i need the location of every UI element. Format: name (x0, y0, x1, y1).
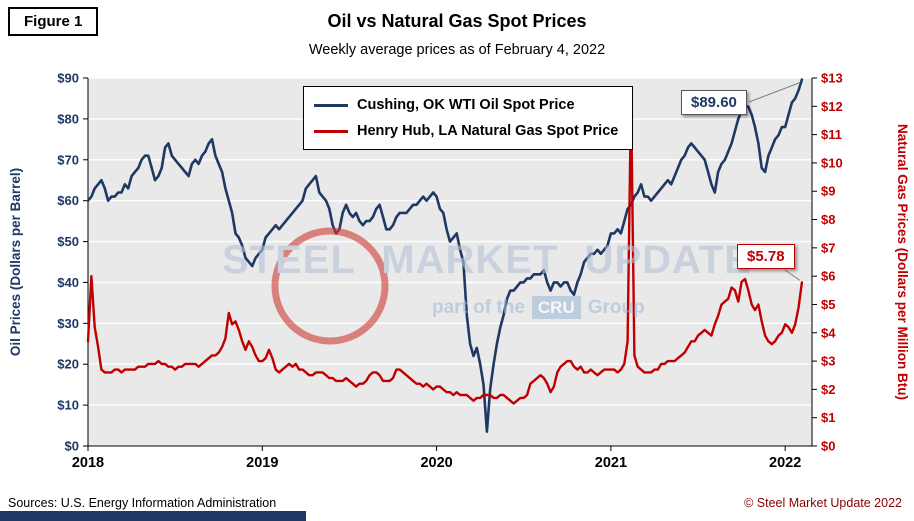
y-left-tick-label: $70 (57, 152, 79, 167)
y-left-tick-label: $40 (57, 275, 79, 290)
y-right-tick-label: $11 (821, 127, 842, 142)
y-right-tick-label: $8 (821, 212, 835, 227)
gas-callout-leader (784, 269, 801, 281)
footer-copyright: © Steel Market Update 2022 (744, 496, 902, 510)
y-right-axis-title: Natural Gas Prices (Dollars per Million … (895, 124, 910, 400)
y-right-tick-label: $5 (821, 297, 835, 312)
y-right-tick-label: $4 (821, 325, 836, 340)
y-left-tick-label: $60 (57, 193, 79, 208)
y-left-tick-label: $0 (65, 439, 79, 454)
footer-sources: Sources: U.S. Energy Information Adminis… (8, 496, 277, 510)
chart-title: Oil vs Natural Gas Spot Prices (327, 11, 587, 31)
series-gas (86, 96, 804, 405)
y-left-tick-label: $90 (57, 71, 79, 86)
legend-label-oil: Cushing, OK WTI Oil Spot Price (357, 97, 575, 113)
legend-item-gas: Henry Hub, LA Natural Gas Spot Price (314, 118, 618, 144)
y-right-tick-label: $13 (821, 71, 843, 86)
legend: Cushing, OK WTI Oil Spot Price Henry Hub… (303, 86, 634, 150)
y-left-axis-title: Oil Prices (Dollars per Barrel) (8, 168, 23, 356)
series-oil (86, 78, 804, 434)
oil-callout-leader (748, 82, 801, 103)
chart-subtitle: Weekly average prices as of February 4, … (308, 42, 606, 58)
figure-label: Figure 1 (8, 7, 99, 36)
footer-accent-bar (0, 511, 306, 521)
y-right-tick-label: $3 (821, 354, 835, 369)
x-tick-label: 2021 (595, 455, 627, 471)
legend-label-gas: Henry Hub, LA Natural Gas Spot Price (357, 123, 619, 139)
oil-price-callout: $89.60 (681, 90, 747, 115)
gas-price-callout: $5.78 (737, 244, 795, 269)
y-right-tick-label: $6 (821, 269, 835, 284)
y-right-tick-label: $12 (821, 99, 843, 114)
y-left-tick-label: $50 (57, 234, 79, 249)
y-left-tick-label: $10 (57, 398, 79, 413)
y-right-tick-label: $0 (821, 439, 835, 454)
y-right-tick-label: $1 (821, 410, 835, 425)
x-tick-label: 2018 (72, 455, 104, 471)
y-right-tick-label: $9 (821, 184, 835, 199)
y-left-tick-label: $20 (57, 357, 79, 372)
legend-item-oil: Cushing, OK WTI Oil Spot Price (314, 92, 618, 118)
y-right-tick-label: $2 (821, 382, 835, 397)
x-tick-label: 2022 (769, 455, 801, 471)
y-right-tick-label: $10 (821, 155, 843, 170)
gas-line-swatch (314, 129, 348, 133)
x-tick-label: 2019 (246, 455, 278, 471)
y-left-tick-label: $30 (57, 316, 79, 331)
y-left-tick-label: $80 (57, 111, 79, 126)
x-tick-label: 2020 (420, 455, 452, 471)
oil-line-swatch (314, 103, 348, 107)
y-right-tick-label: $7 (821, 240, 835, 255)
